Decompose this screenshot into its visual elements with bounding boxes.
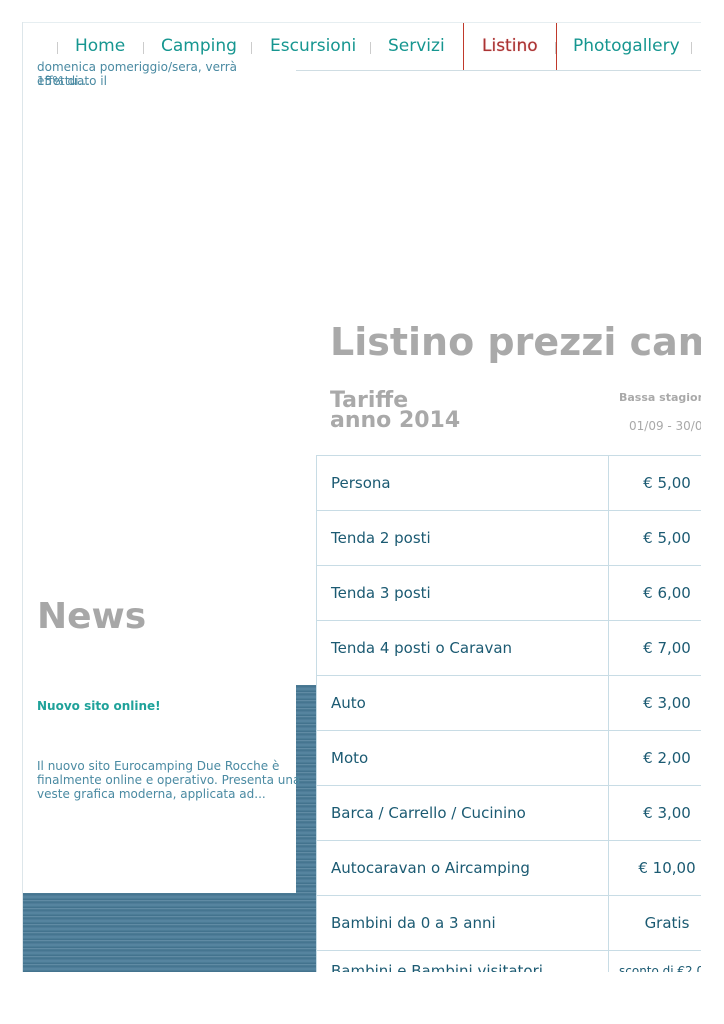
nav-separator (555, 42, 556, 54)
table-row: Bambini da 0 a 3 anni Gratis (316, 895, 701, 950)
nav-link[interactable]: Photogallery (573, 36, 680, 56)
news-text: Il nuovo sito Eurocamping Due Rocche è (37, 759, 280, 773)
sidebar: domenica pomeriggio/sera, verrà effettua… (23, 60, 296, 893)
excerpt-line: 15% di... (37, 74, 90, 88)
table-row: Barca / Carrello / Cucinino € 3,00 (316, 785, 701, 840)
price-table: Persona € 5,00 Tenda 2 posti € 5,00 Tenda 3 … (316, 455, 701, 972)
nav-separator (143, 42, 144, 54)
item-price: sconto di €2,00 sul prezzo (608, 951, 701, 972)
news-item-title[interactable]: Nuovo sito online! (37, 699, 161, 713)
nav-link[interactable]: Listino (463, 23, 557, 70)
table-row: Autocaravan o Aircamping € 10,00 (316, 840, 701, 895)
table-row: Tenda 3 posti € 6,00 (316, 565, 701, 620)
table-row: Auto € 3,00 (316, 675, 701, 730)
nav-link[interactable]: Camping (161, 36, 237, 56)
season: Bassa stagione (619, 391, 701, 404)
item-name: Auto (331, 694, 366, 712)
nav-bar: Home Camping Escursioni Servizi Listino Photo… (23, 22, 701, 71)
item-name: Tenda 2 posti (331, 529, 431, 547)
nav-link[interactable]: Home (75, 36, 126, 56)
season-dates: 01/09 - 30/06 (629, 419, 701, 433)
subtitle: Tariffe (330, 388, 409, 413)
news-title: News (37, 596, 147, 637)
nav-link[interactable]: Servizi (388, 36, 445, 56)
table-row: Moto € 2,00 (316, 730, 701, 785)
item-price: € 7,00 (608, 621, 701, 675)
item-name: Autocaravan o Aircamping (331, 859, 530, 877)
table-row: Tenda 2 posti € 5,00 (316, 510, 701, 565)
item-name: Tenda 3 posti (331, 584, 431, 602)
item-name: Barca / Carrello / Cucinino (331, 804, 526, 822)
item-price: Gratis (608, 896, 701, 950)
item-price: € 3,00 (608, 676, 701, 730)
nav-separator (57, 42, 58, 54)
news-text: finalmente online e operativo. Presenta … (37, 773, 301, 787)
page-title: Listino prezzi campeggio (330, 320, 701, 364)
nav-separator (691, 42, 692, 54)
item-price: € 5,00 (608, 456, 701, 510)
item-name: Bambini da 0 a 3 anni (331, 914, 496, 932)
table-row: Persona € 5,00 (316, 455, 701, 510)
item-price: € 10,00 (608, 841, 701, 895)
item-name: Moto (331, 749, 369, 767)
item-price: € 3,00 (608, 786, 701, 840)
page: Home Camping Escursioni Servizi Listino Photo… (22, 22, 701, 972)
nav-link[interactable]: Escursioni (270, 36, 357, 56)
news-text: veste grafica moderna, applicata ad... (37, 787, 266, 801)
nav-separator (370, 42, 371, 54)
item-price: € 5,00 (608, 511, 701, 565)
table-row: Bambini e Bambini visitatori sconto di €2… (316, 950, 701, 972)
item-name: Bambini e Bambini visitatori (331, 962, 543, 972)
excerpt-line: domenica pomeriggio/sera, verrà effettua… (37, 60, 238, 88)
table-row: Tenda 4 posti o Caravan € 7,00 (316, 620, 701, 675)
subtitle: anno 2014 (330, 408, 461, 433)
item-name: Persona (331, 474, 391, 492)
item-name: Tenda 4 posti o Caravan (331, 639, 513, 657)
item-price: € 2,00 (608, 731, 701, 785)
item-price: € 6,00 (608, 566, 701, 620)
nav-separator (251, 42, 252, 54)
